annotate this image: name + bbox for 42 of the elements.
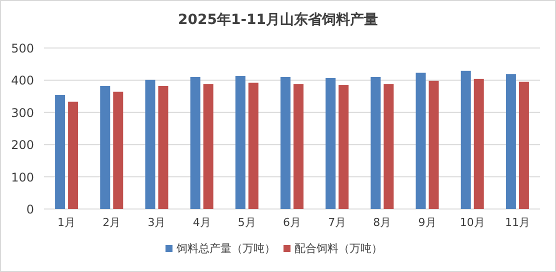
- bar: [100, 86, 110, 209]
- bar: [190, 76, 200, 209]
- bar: [235, 76, 246, 209]
- bar: [326, 78, 336, 209]
- bar: [55, 95, 66, 209]
- bar: [158, 86, 168, 209]
- bar: [474, 78, 484, 209]
- bar: [428, 80, 439, 209]
- bar: [384, 84, 394, 209]
- bar: [518, 82, 529, 209]
- bar: [370, 76, 381, 209]
- legend-label: 配合饲料（万吨）: [294, 242, 382, 255]
- chart-title: 2025年1-11月山东省饲料产量: [178, 11, 378, 28]
- bar: [145, 80, 156, 209]
- y-tick-label: 100: [11, 170, 34, 184]
- x-tick-label: 4月: [192, 216, 211, 229]
- y-tick-label: 200: [11, 138, 34, 152]
- bar: [113, 92, 124, 209]
- bar: [338, 85, 349, 209]
- x-tick-label: 5月: [238, 216, 256, 229]
- bar: [68, 102, 78, 209]
- x-tick-label: 2月: [102, 216, 121, 229]
- y-tick-label: 0: [26, 202, 34, 216]
- x-tick-label: 6月: [283, 216, 301, 229]
- bar: [506, 74, 516, 209]
- x-tick-label: 3月: [148, 216, 166, 229]
- x-tick-label: 11月: [504, 216, 530, 229]
- y-tick-label: 300: [11, 106, 34, 120]
- y-tick-label: 500: [11, 42, 34, 56]
- x-tick-label: 9月: [418, 216, 436, 229]
- x-tick-label: 1月: [58, 216, 76, 229]
- bar: [203, 84, 214, 209]
- bar: [416, 72, 426, 209]
- bar: [280, 76, 290, 209]
- x-tick-label: 10月: [460, 216, 485, 229]
- x-tick-label: 7月: [328, 216, 346, 229]
- bar: [294, 84, 304, 209]
- bar: [460, 70, 471, 209]
- x-tick-label: 8月: [373, 216, 392, 229]
- y-tick-label: 400: [11, 74, 34, 88]
- legend-label: 饲料总产量（万吨）: [176, 242, 276, 255]
- bar: [248, 82, 258, 209]
